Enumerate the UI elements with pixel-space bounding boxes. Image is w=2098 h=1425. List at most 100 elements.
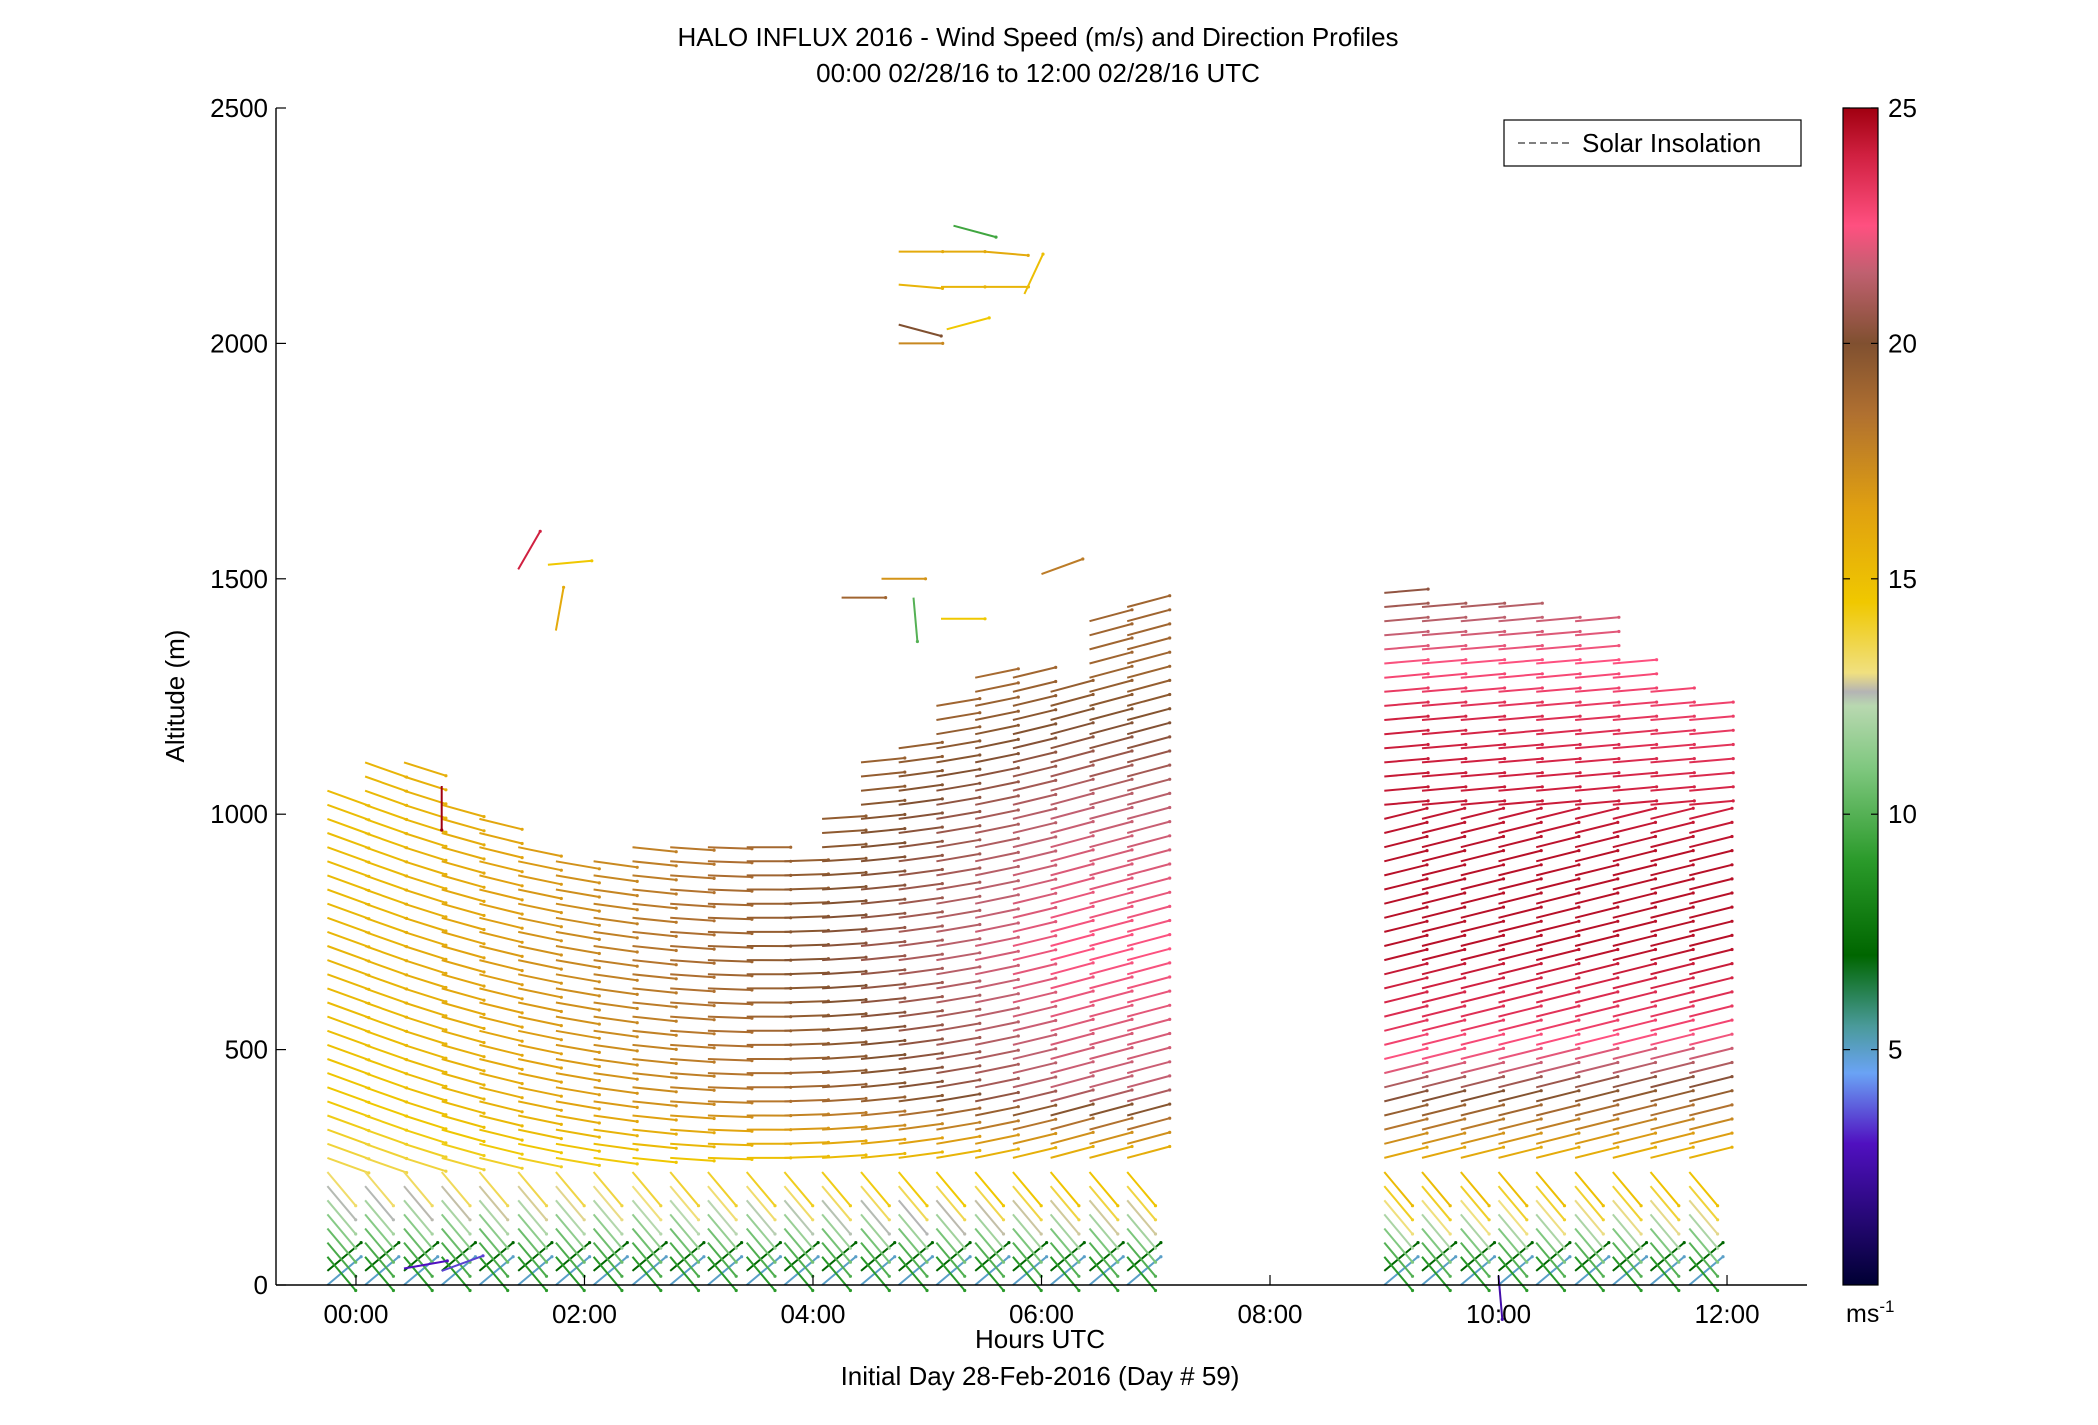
wind-barb-tip	[1616, 990, 1620, 994]
wind-barb	[1089, 806, 1133, 820]
wind-barb-tip	[1077, 1288, 1081, 1293]
wind-barb-tip	[1487, 1274, 1491, 1278]
wind-barb-tip	[864, 1068, 868, 1072]
wind-barb	[935, 1185, 966, 1221]
wind-barb-tip	[1463, 863, 1467, 867]
wind-barb	[974, 1148, 1019, 1159]
wind-barb	[1460, 877, 1504, 891]
wind-barb-tip	[1054, 934, 1058, 938]
wind-barb-tip	[1077, 1218, 1081, 1222]
wind-barb	[1574, 863, 1619, 877]
wind-barb	[364, 1156, 407, 1174]
wind-barb-tip	[1016, 1006, 1020, 1010]
wind-barb-tip	[1039, 1288, 1043, 1293]
wind-barb-tip	[520, 1053, 524, 1057]
wind-barb-tip	[1425, 820, 1429, 825]
wind-barb	[974, 950, 1019, 962]
wind-barb-tip	[1578, 785, 1582, 789]
wind-barb-tip	[1539, 834, 1543, 839]
wind-barb-tip	[1091, 862, 1095, 866]
wind-barb	[1089, 905, 1133, 919]
wind-barb-tip	[978, 866, 982, 870]
wind-barb	[1126, 891, 1170, 905]
wind-barb	[1460, 1089, 1504, 1103]
wind-barb	[707, 902, 752, 907]
wind-barb-tip	[391, 1246, 395, 1250]
wind-barb	[1050, 947, 1094, 962]
wind-barb-tip	[978, 1050, 982, 1054]
wind-barb	[593, 973, 638, 982]
x-tick-label: 00:00	[323, 1299, 388, 1329]
wind-barb	[670, 1043, 715, 1049]
wind-barb-tip	[712, 961, 716, 965]
wind-barb	[898, 1108, 943, 1117]
wind-barb	[1012, 1061, 1056, 1075]
wind-barb	[1012, 963, 1056, 976]
wind-barb-tip	[674, 1104, 678, 1108]
wind-barb-tip	[1692, 686, 1696, 690]
wind-barb	[745, 1241, 776, 1277]
wind-barb	[936, 852, 980, 863]
wind-barb	[1689, 715, 1734, 721]
wind-barb	[632, 846, 677, 853]
wind-barb-tip	[1653, 877, 1658, 881]
wind-barb-tip	[1655, 700, 1659, 704]
wind-barb-tip	[903, 1109, 907, 1113]
wind-barb	[555, 930, 600, 941]
wind-barb-tip	[864, 899, 868, 903]
wind-barb	[1126, 877, 1170, 891]
wind-barb-tip	[1653, 1117, 1658, 1121]
colorbar-tick-label: 20	[1888, 328, 1917, 358]
wind-barb	[1612, 672, 1657, 679]
wind-barb	[707, 874, 752, 878]
wind-barb-tip	[550, 1255, 554, 1259]
wind-barb	[1536, 644, 1581, 651]
wind-barb	[1498, 849, 1542, 863]
wind-barb-tip	[1054, 1004, 1058, 1008]
wind-barb	[403, 1043, 447, 1060]
wind-barb-tip	[1045, 1255, 1049, 1259]
wind-barb-tip	[1562, 1218, 1567, 1222]
wind-barb	[974, 1133, 1019, 1145]
wind-barb	[822, 899, 867, 905]
wind-barb-tip	[1607, 1241, 1611, 1245]
wind-barb	[898, 1023, 943, 1032]
wind-barb	[898, 755, 943, 764]
wind-barb-tip	[1425, 1131, 1429, 1135]
wind-barb	[670, 1029, 715, 1035]
wind-barb	[1089, 891, 1133, 905]
wind-barb-tip	[1525, 1274, 1529, 1278]
wind-barb-tip	[1730, 1131, 1734, 1135]
wind-barb	[517, 1213, 548, 1249]
wind-barb-tip	[550, 1241, 554, 1245]
wind-barb-tip	[1730, 990, 1734, 994]
wind-barb-tip	[544, 1232, 549, 1236]
wind-barb	[784, 1028, 829, 1032]
wind-barb-tip	[397, 1241, 401, 1245]
wind-barb-tip	[1540, 601, 1544, 605]
wind-barb-tip	[559, 981, 563, 985]
wind-barb	[1012, 1005, 1056, 1018]
wind-barb-tip	[1716, 1274, 1720, 1278]
wind-barb	[1460, 920, 1504, 933]
wind-barb-tip	[1616, 820, 1620, 825]
wind-barb	[898, 995, 943, 1004]
wind-barb-tip	[1426, 686, 1430, 690]
wind-barb-tip	[864, 814, 868, 818]
wind-barb-tip	[674, 948, 678, 953]
wind-barb	[403, 1199, 433, 1235]
wind-barb	[403, 1156, 447, 1173]
wind-barb-tip	[597, 1050, 601, 1054]
wind-barb	[974, 1199, 1005, 1235]
wind-barb-tip	[1121, 1241, 1125, 1245]
wind-barb	[1460, 934, 1504, 947]
wind-barb	[670, 846, 715, 852]
wind-barb-tip	[354, 1204, 358, 1208]
wind-barb-tip	[1540, 785, 1544, 789]
wind-barb-tip	[1501, 877, 1506, 881]
wind-barb-tip	[354, 1260, 358, 1264]
wind-barb	[1050, 1074, 1094, 1089]
wind-barb-tip	[903, 1123, 907, 1127]
wind-barb	[784, 1000, 829, 1004]
wind-barb	[974, 1077, 1019, 1089]
